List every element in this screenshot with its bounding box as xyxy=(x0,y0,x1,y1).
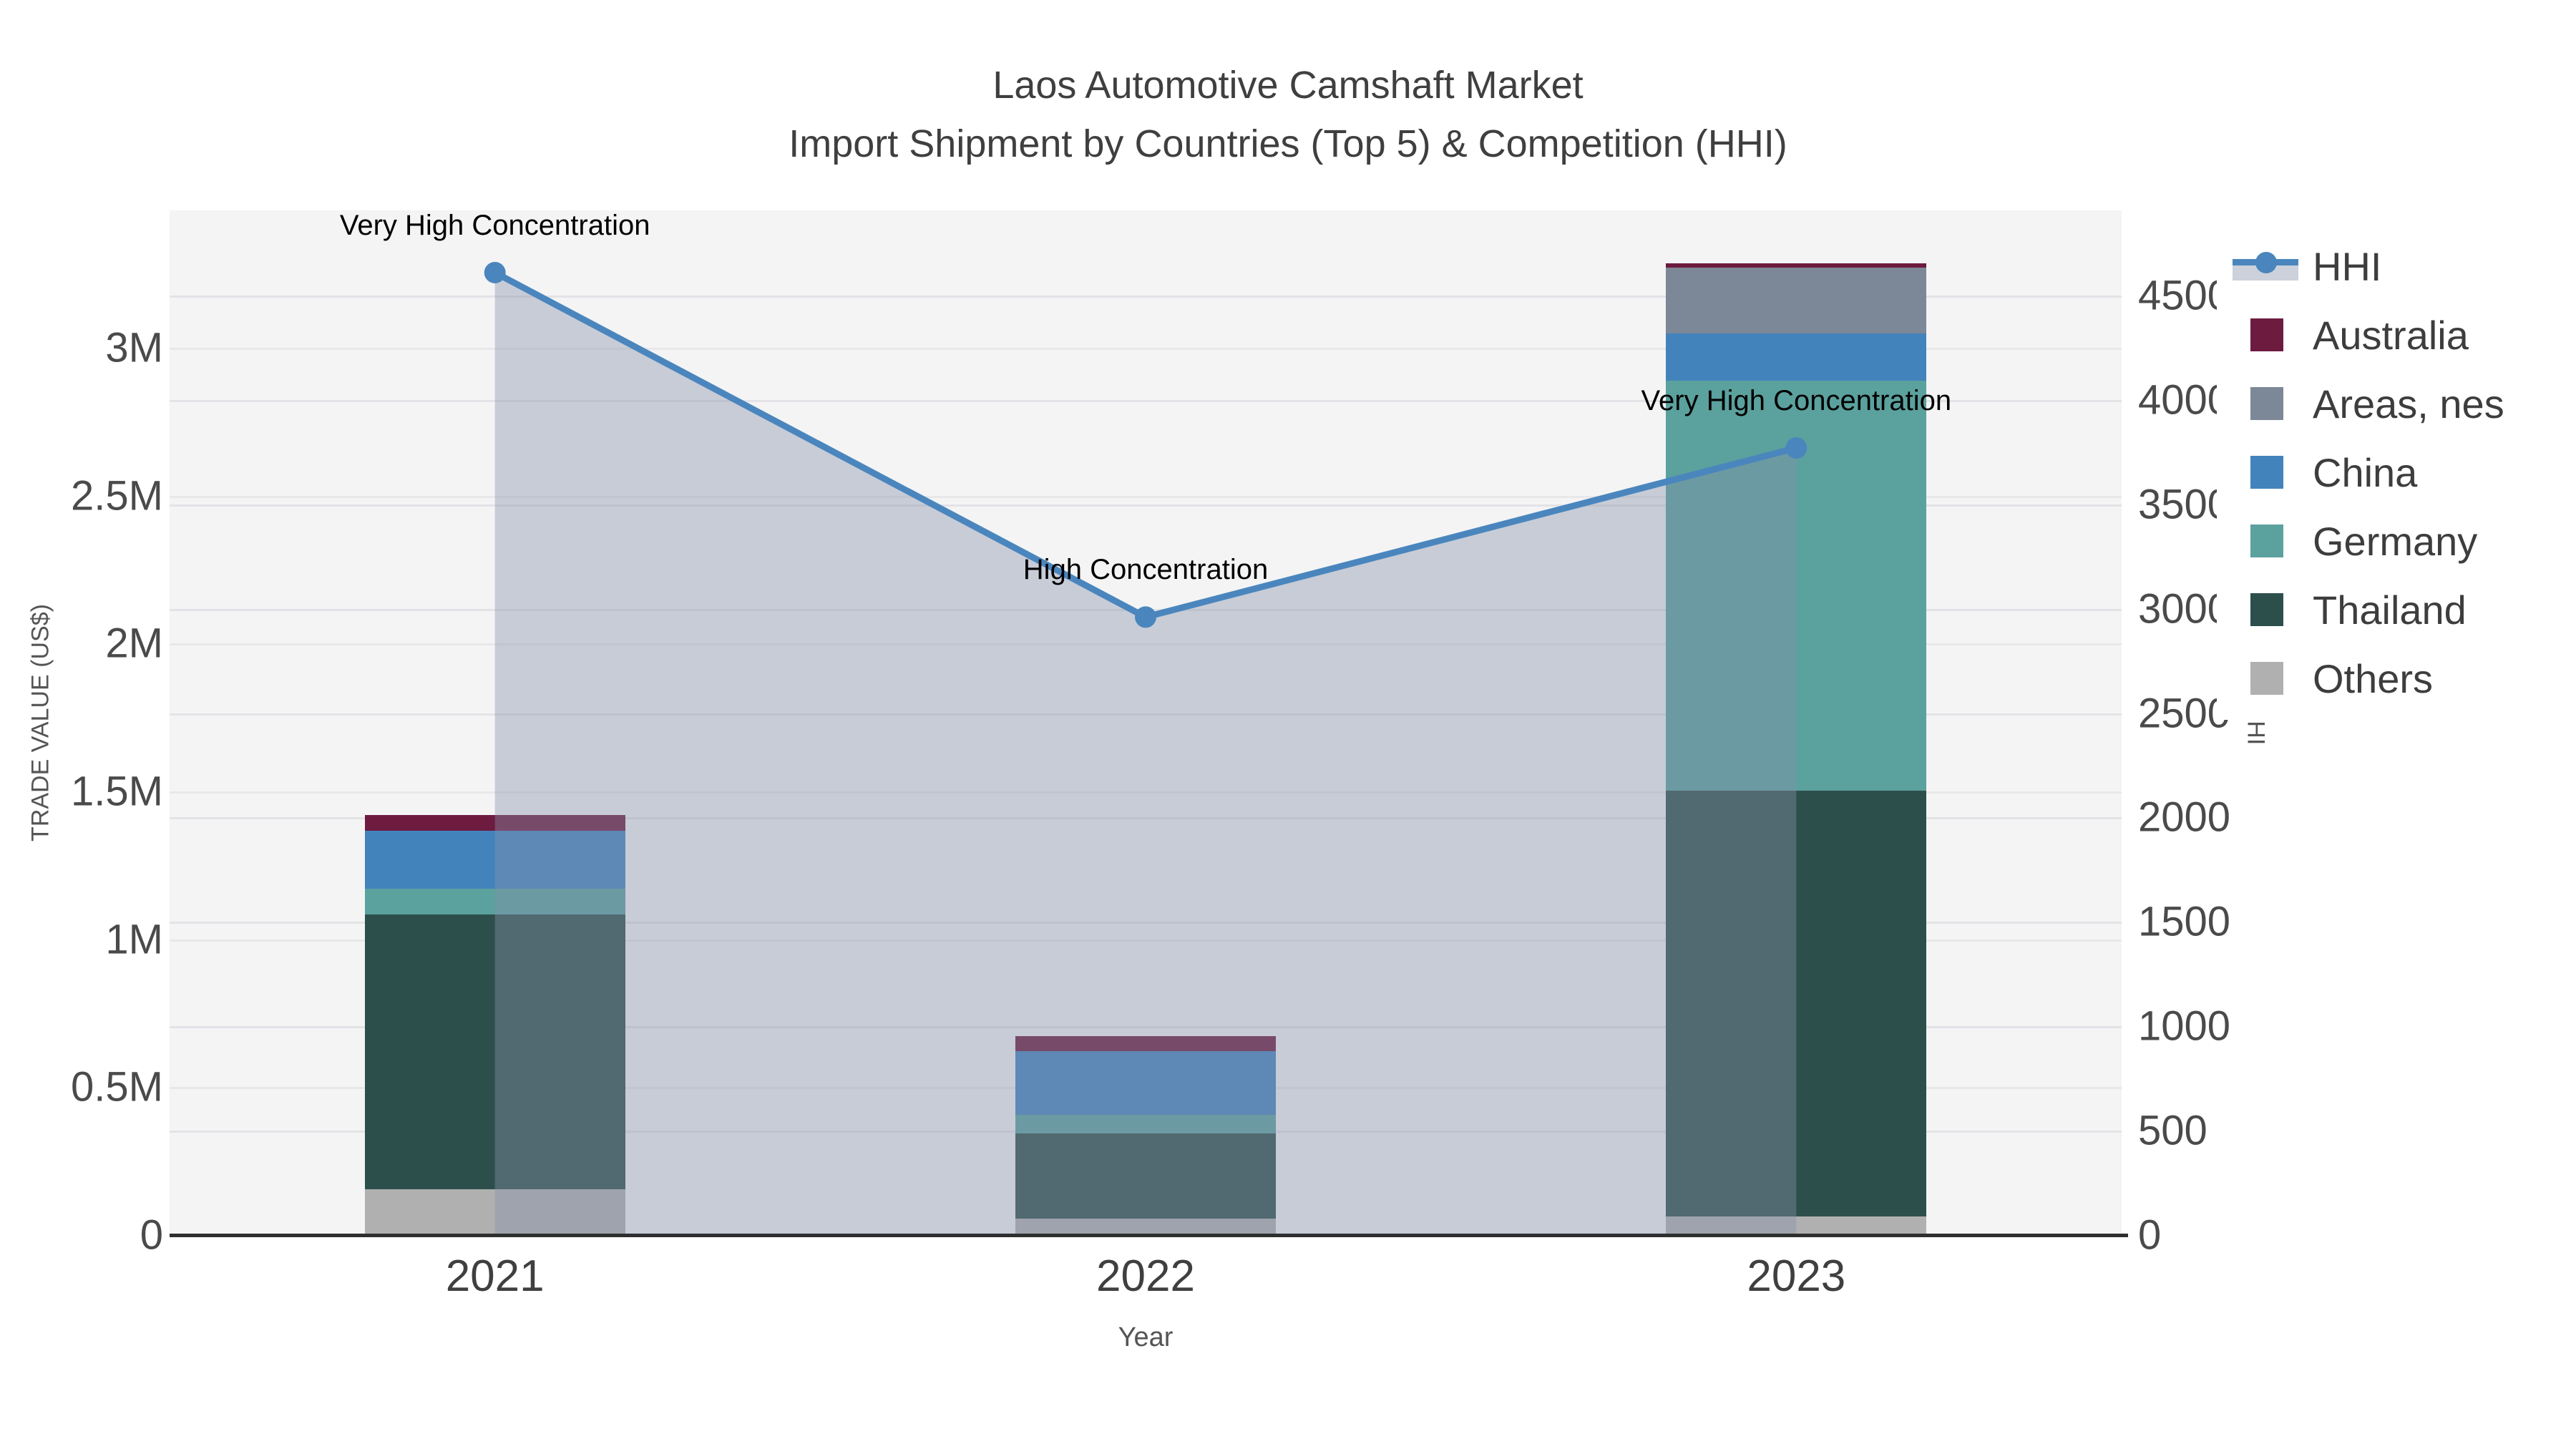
bar-2021-thailand[interactable] xyxy=(364,914,625,1189)
gridline-trade-1.5 xyxy=(170,791,2122,794)
y-right-tick-3000: 3000 xyxy=(2138,585,2231,633)
y-right-tick-4000: 4000 xyxy=(2138,376,2231,424)
bar-2022-thailand[interactable] xyxy=(1015,1133,1276,1219)
gridline-hhi-1000 xyxy=(170,1026,2122,1029)
legend-label-thailand: Thailand xyxy=(2313,587,2467,633)
gridline-trade-3 xyxy=(170,348,2122,351)
gridline-hhi-4000 xyxy=(170,399,2122,402)
gridline-trade-1 xyxy=(170,939,2122,942)
gridline-hhi-4500 xyxy=(170,296,2122,298)
annotation-1: Very High Concentration xyxy=(339,209,650,241)
gridline-trade-2.5 xyxy=(170,495,2122,498)
bar-2021-australia[interactable] xyxy=(364,814,625,831)
bar-2023-thailand[interactable] xyxy=(1666,790,1927,1216)
bar-2023-china[interactable] xyxy=(1666,333,1927,381)
y-left-tick-1.5M: 1.5M xyxy=(71,768,163,815)
legend-label-others: Others xyxy=(2313,655,2434,701)
y-right-tick-0: 0 xyxy=(2138,1211,2162,1259)
legend-label-areas-nes: Areas, nes xyxy=(2313,381,2504,426)
y-right-tick-2000: 2000 xyxy=(2138,794,2231,841)
bar-2023-others[interactable] xyxy=(1666,1216,1927,1235)
legend-item-hhi[interactable]: HHI xyxy=(2217,232,2560,301)
y-right-tick-1000: 1000 xyxy=(2138,1002,2231,1050)
annotation-2: High Concentration xyxy=(1023,554,1269,586)
plot-area xyxy=(170,210,2122,1235)
y-right-tick-3500: 3500 xyxy=(2138,481,2231,528)
y-right-tick-2500: 2500 xyxy=(2138,690,2231,737)
legend-item-thailand[interactable]: Thailand xyxy=(2217,575,2560,644)
hhi-marker-2023[interactable] xyxy=(1785,437,1807,459)
gridline-hhi-1500 xyxy=(170,922,2122,924)
legend-swatch-thailand xyxy=(2250,593,2283,626)
y-right-tick-500: 500 xyxy=(2138,1107,2207,1154)
bar-2022-germany[interactable] xyxy=(1015,1114,1276,1133)
legend-item-areas-nes[interactable]: Areas, nes xyxy=(2217,369,2560,438)
bar-2022-china[interactable] xyxy=(1015,1050,1276,1115)
bar-2023-australia[interactable] xyxy=(1666,263,1927,268)
legend-label-australia: Australia xyxy=(2313,312,2469,358)
x-tick-2021: 2021 xyxy=(445,1252,545,1301)
hhi-area-fill xyxy=(494,272,1797,1235)
bar-2022-others[interactable] xyxy=(1015,1218,1276,1235)
hhi-line-overlay xyxy=(484,261,1807,1235)
legend-label-germany: Germany xyxy=(2313,518,2478,564)
gridline-hhi-2500 xyxy=(170,713,2122,716)
hhi-marker-sample xyxy=(2255,252,2277,273)
y-right-tick-1500: 1500 xyxy=(2138,898,2231,945)
bar-2023-areas-nes[interactable] xyxy=(1666,268,1927,334)
gridline-trade-2 xyxy=(170,643,2122,646)
y-left-tick-3M: 3M xyxy=(105,324,163,371)
legend-item-others[interactable]: Others xyxy=(2217,644,2560,713)
x-tick-2022: 2022 xyxy=(1096,1252,1195,1301)
chart-title-line1: Laos Automotive Camshaft Market xyxy=(992,64,1584,107)
bar-2022-australia[interactable] xyxy=(1015,1035,1276,1051)
y-left-tick-1M: 1M xyxy=(105,916,163,963)
y-left-tick-2M: 2M xyxy=(105,620,163,667)
chart-title-line2: Import Shipment by Countries (Top 5) & C… xyxy=(789,122,1787,165)
gridline-hhi-2000 xyxy=(170,817,2122,820)
legend: HHI Australia Areas, nes China Germany Thaila… xyxy=(2217,228,2560,720)
bar-2021-germany[interactable] xyxy=(364,889,625,914)
legend-label-hhi: HHI xyxy=(2313,243,2382,289)
y-left-tick-0: 0 xyxy=(140,1211,163,1259)
legend-item-china[interactable]: China xyxy=(2217,438,2560,507)
legend-swatch-germany xyxy=(2250,525,2283,557)
x-axis-baseline xyxy=(170,1234,2128,1237)
legend-swatch-china xyxy=(2250,456,2283,489)
legend-swatch-australia xyxy=(2250,318,2283,351)
y-right-tick-4500: 4500 xyxy=(2138,272,2231,319)
bar-2021-others[interactable] xyxy=(364,1189,625,1235)
hhi-marker-2022[interactable] xyxy=(1135,606,1156,628)
annotation-3: Very High Concentration xyxy=(1641,385,1952,417)
chart-title: Laos Automotive Camshaft Market Import S… xyxy=(0,56,2576,173)
legend-swatch-areas-nes xyxy=(2250,387,2283,420)
x-axis-title: Year xyxy=(1118,1322,1174,1352)
y-left-tick-0.5M: 0.5M xyxy=(71,1063,163,1111)
y-left-tick-2.5M: 2.5M xyxy=(71,472,163,519)
x-tick-2023: 2023 xyxy=(1747,1252,1846,1301)
legend-item-australia[interactable]: Australia xyxy=(2217,301,2560,369)
legend-item-germany[interactable]: Germany xyxy=(2217,507,2560,575)
legend-label-china: China xyxy=(2313,449,2418,495)
hhi-line-legend-icon xyxy=(2233,249,2298,283)
gridline-hhi-3500 xyxy=(170,504,2122,507)
hhi-marker-2021[interactable] xyxy=(484,261,506,283)
legend-swatch-others xyxy=(2250,662,2283,695)
bar-2021-china[interactable] xyxy=(364,831,625,889)
